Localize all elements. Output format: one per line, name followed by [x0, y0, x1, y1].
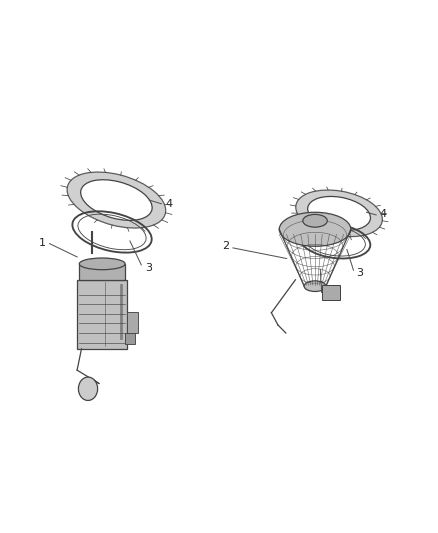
Ellipse shape [81, 180, 152, 220]
FancyBboxPatch shape [125, 333, 135, 344]
Ellipse shape [279, 212, 351, 246]
Text: 2: 2 [222, 241, 229, 251]
Text: 1: 1 [39, 238, 46, 247]
FancyBboxPatch shape [321, 285, 340, 300]
FancyBboxPatch shape [77, 280, 127, 349]
Text: 3: 3 [145, 263, 152, 273]
Ellipse shape [303, 214, 327, 227]
Ellipse shape [79, 258, 125, 270]
Text: 3: 3 [356, 268, 363, 278]
Ellipse shape [296, 190, 382, 237]
Text: 4: 4 [165, 199, 172, 209]
FancyBboxPatch shape [79, 264, 125, 280]
Circle shape [78, 377, 98, 400]
Ellipse shape [307, 197, 371, 230]
Ellipse shape [304, 281, 326, 292]
FancyBboxPatch shape [127, 312, 138, 333]
Text: 4: 4 [380, 209, 387, 220]
Ellipse shape [67, 172, 166, 228]
